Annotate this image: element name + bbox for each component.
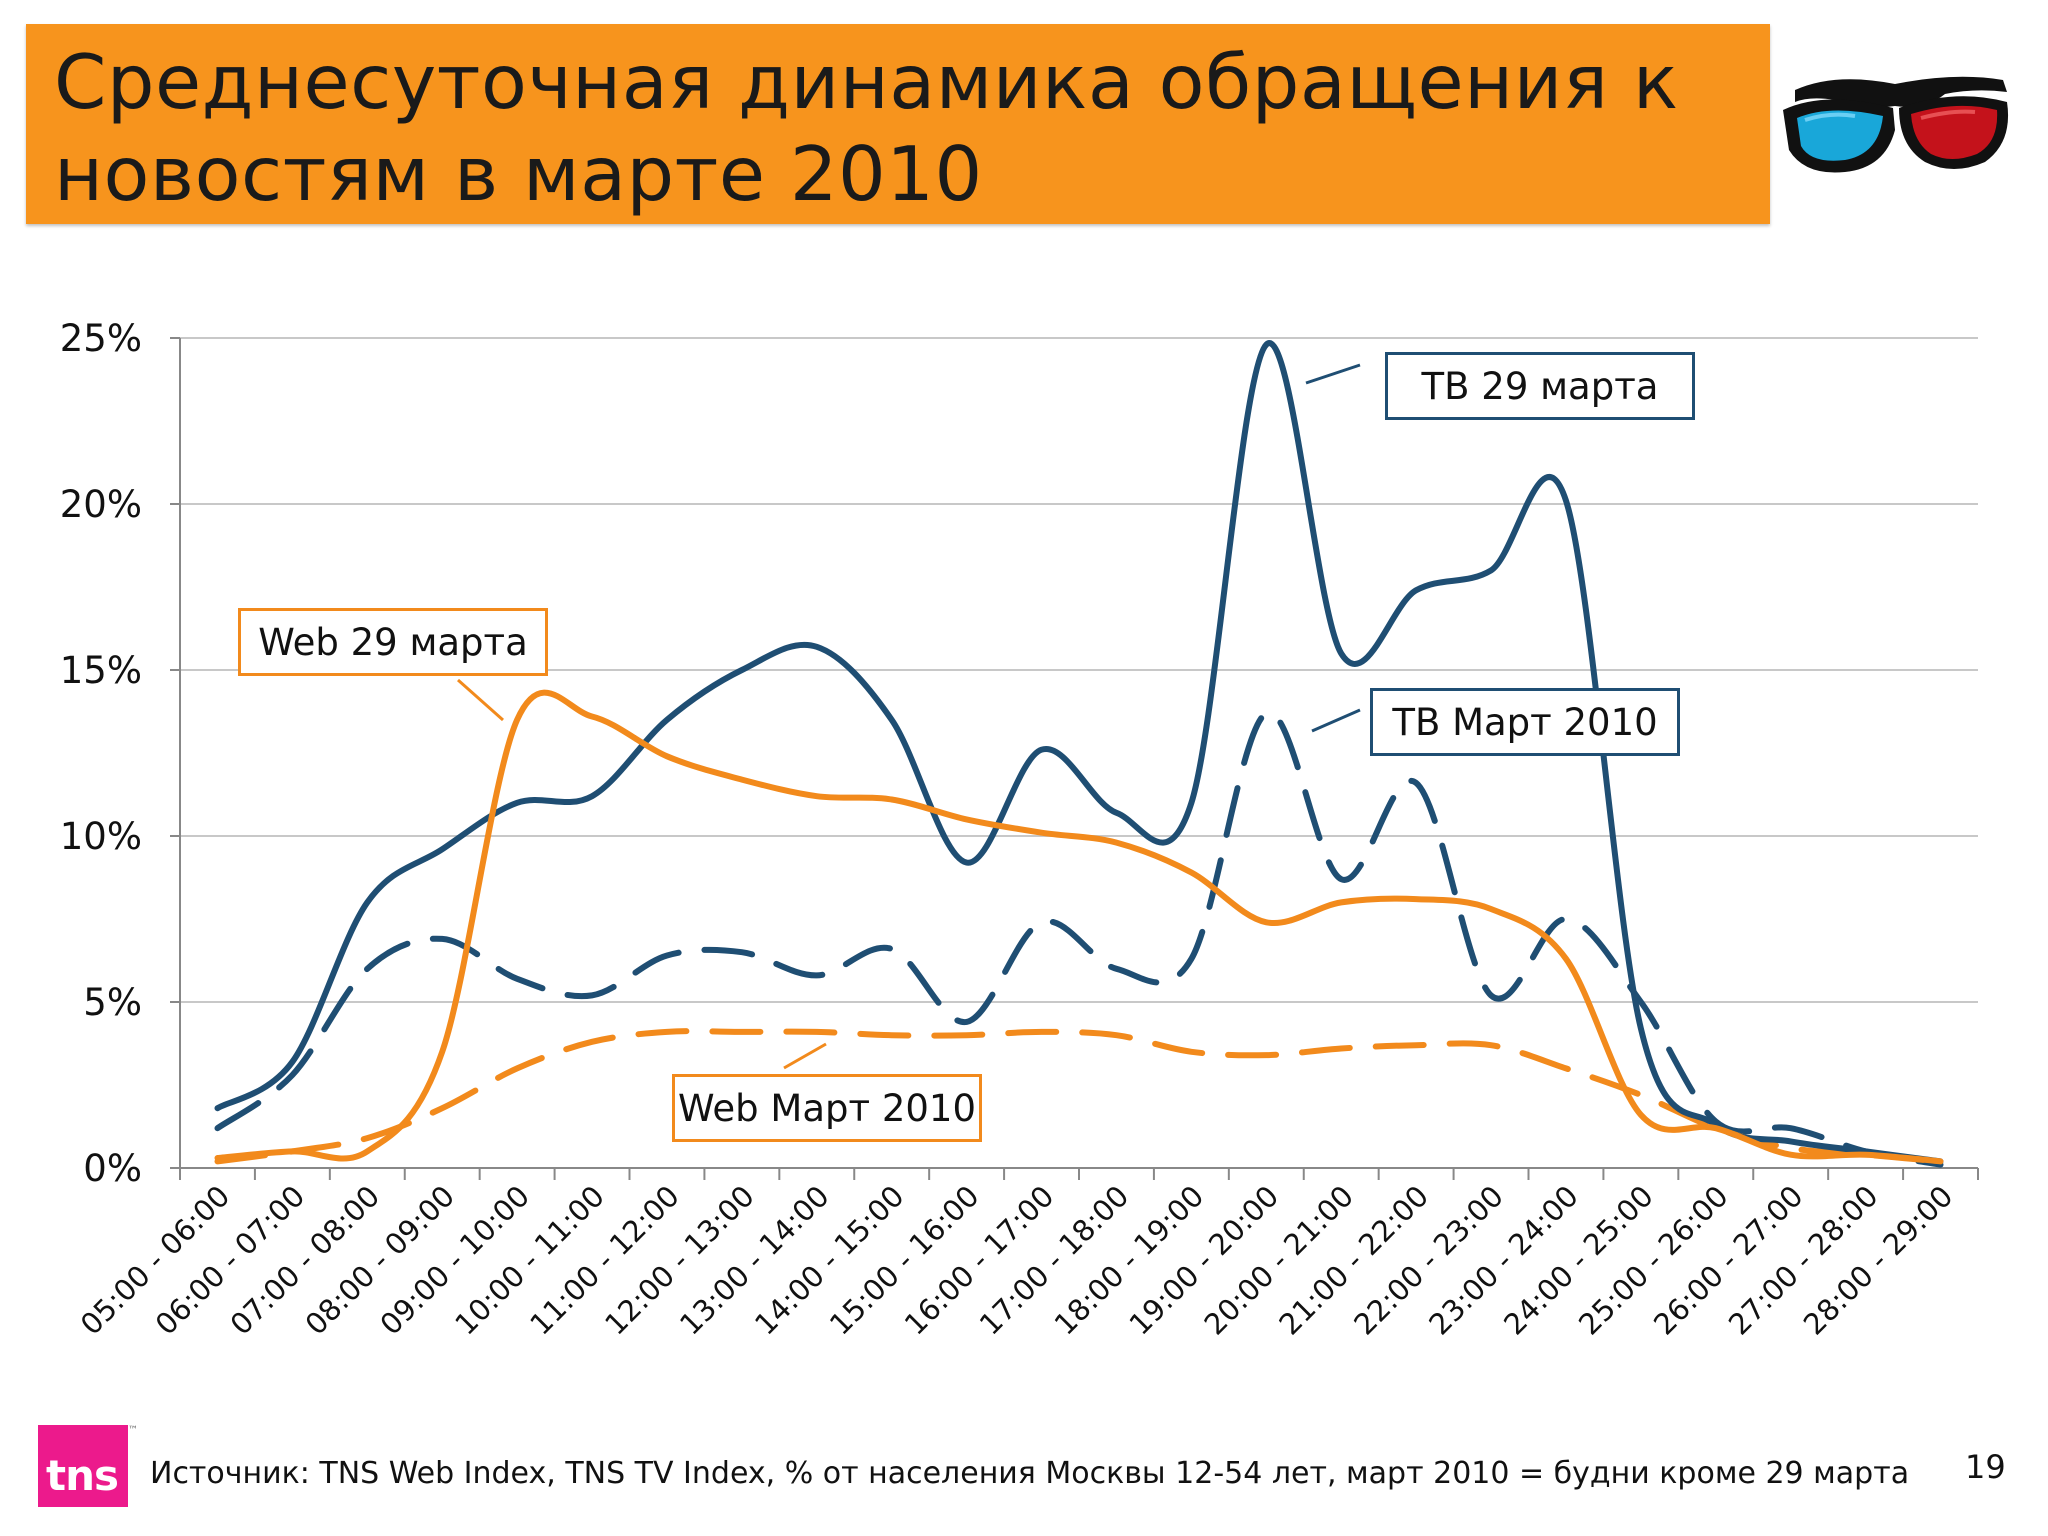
y-tick-label: 15% bbox=[60, 649, 142, 692]
leader-line-1 bbox=[1311, 708, 1361, 733]
callout-label: Web Март 2010 bbox=[678, 1086, 976, 1130]
callout-tv-29-march: ТВ 29 марта bbox=[1385, 352, 1695, 420]
y-tick-label: 25% bbox=[60, 317, 142, 360]
tns-logo: tns bbox=[38, 1425, 128, 1507]
callout-label: ТВ 29 марта bbox=[1421, 364, 1659, 408]
series-line-3 bbox=[214, 1028, 1944, 1165]
leader-line-3 bbox=[783, 1042, 827, 1070]
y-tick-label: 5% bbox=[83, 981, 142, 1024]
y-tick-label: 0% bbox=[83, 1147, 142, 1190]
callout-label: Web 29 марта bbox=[258, 620, 528, 664]
source-note: Источник: TNS Web Index, TNS TV Index, %… bbox=[150, 1456, 1910, 1491]
logo-text: tns bbox=[46, 1451, 119, 1500]
page-number: 19 bbox=[1965, 1448, 2006, 1486]
y-tick-label: 10% bbox=[60, 815, 142, 858]
callout-web-march-2010: Web Март 2010 bbox=[672, 1074, 982, 1142]
callout-tv-march-2010: ТВ Март 2010 bbox=[1370, 688, 1680, 756]
series-line-0 bbox=[214, 340, 1944, 1165]
3d-glasses-icon bbox=[1783, 76, 2009, 173]
page-title: Среднесуточная динамика обращения к ново… bbox=[54, 38, 1679, 218]
trademark: ™ bbox=[128, 1425, 138, 1436]
leader-line-0 bbox=[1305, 363, 1361, 385]
leader-line-2 bbox=[457, 678, 504, 722]
y-tick-label: 20% bbox=[60, 483, 142, 526]
title-bar: Среднесуточная динамика обращения к ново… bbox=[26, 24, 1770, 224]
callout-web-29-march: Web 29 марта bbox=[238, 608, 548, 676]
series-line-1 bbox=[214, 709, 1944, 1168]
series-line-2 bbox=[214, 689, 1944, 1165]
callout-label: ТВ Март 2010 bbox=[1392, 700, 1658, 744]
